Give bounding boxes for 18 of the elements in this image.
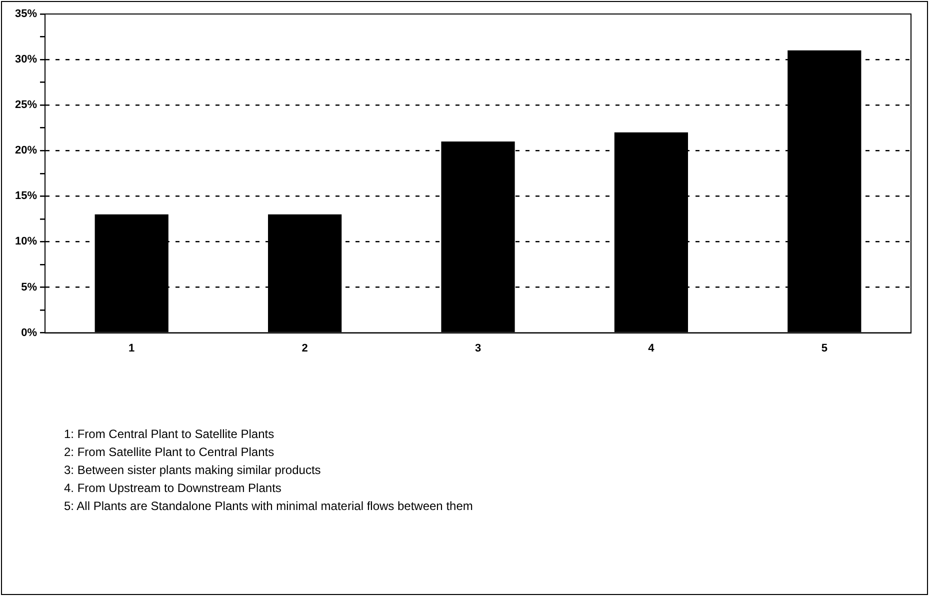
text: 3: Between sister plants making similar products — [64, 462, 322, 479]
x-tick-label: 1 — [128, 342, 135, 354]
y-tick-label: 15% — [14, 190, 38, 202]
y-tick-label: 30% — [14, 54, 38, 66]
text: 5: All Plants are Standalone Plants with minimal material flows between them — [64, 498, 473, 515]
y-tick-label: 20% — [14, 144, 38, 157]
y-tick-label: 25% — [14, 99, 38, 112]
x-tick-label: 4 — [648, 342, 656, 354]
x-tick-label: 2 — [302, 342, 308, 354]
text: 1: From Central Plant to Satellite Plants — [64, 426, 276, 443]
text: 2: From Satellite Plant to Central Plants — [64, 444, 276, 461]
x-tick-label: 3 — [474, 342, 482, 354]
text: 4. From Upstream to Downstream Plants — [64, 480, 282, 497]
y-tick-label: 5% — [21, 281, 38, 294]
x-tick-label: 5 — [821, 342, 828, 354]
y-tick-label: 35% — [14, 8, 38, 20]
y-tick-label: 0% — [21, 326, 38, 339]
y-tick-label: 10% — [14, 236, 38, 248]
